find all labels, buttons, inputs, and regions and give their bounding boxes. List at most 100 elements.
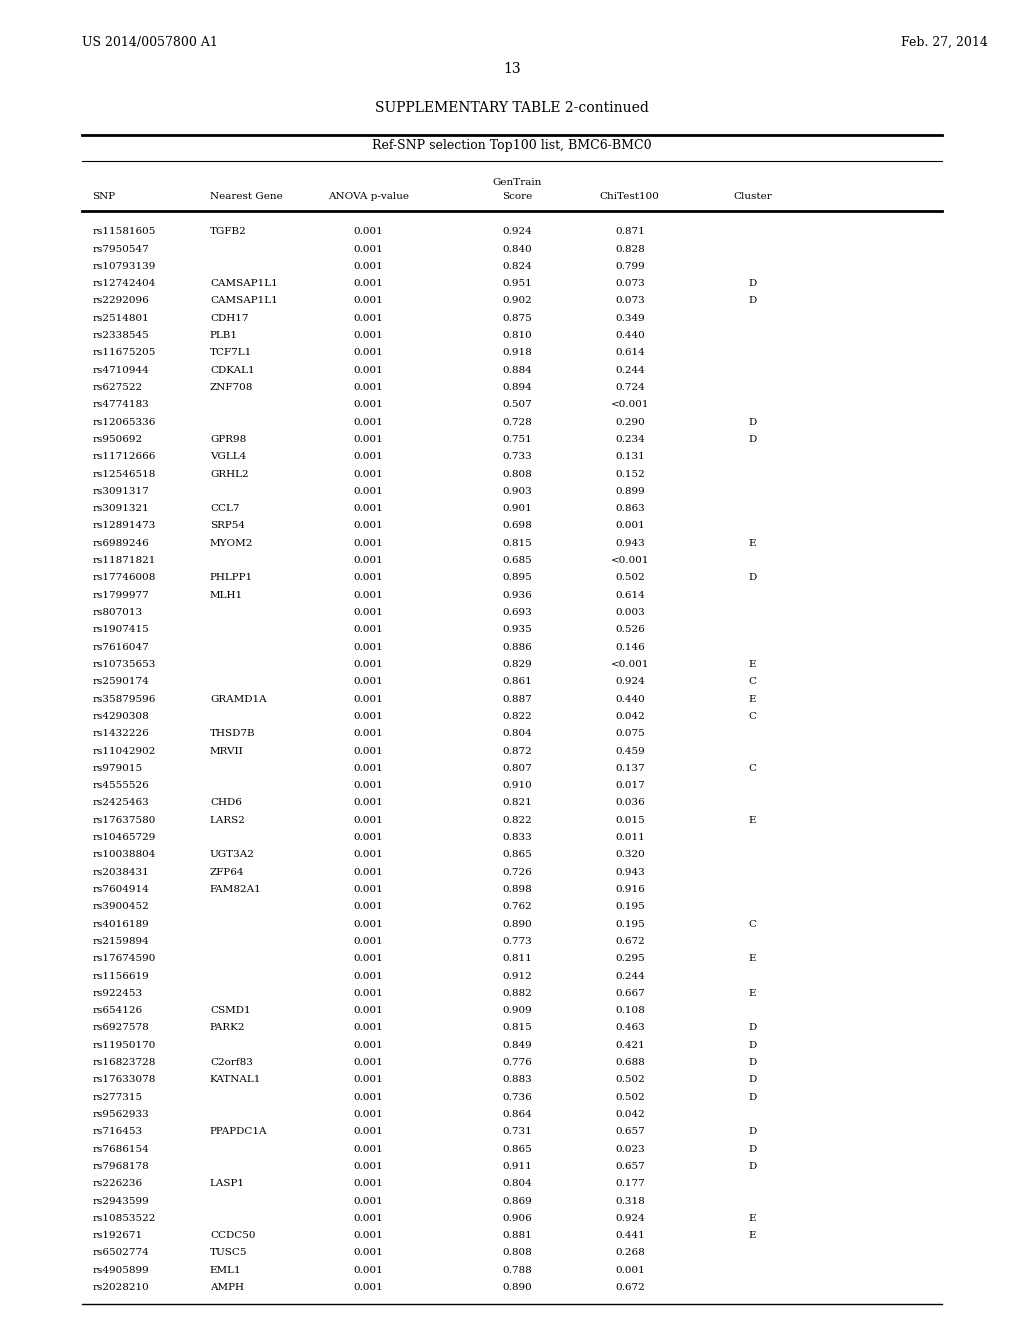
Text: 0.318: 0.318	[614, 1196, 645, 1205]
Text: 0.733: 0.733	[502, 453, 532, 461]
Text: 0.912: 0.912	[502, 972, 532, 981]
Text: 0.001: 0.001	[353, 1283, 384, 1292]
Text: rs3091321: rs3091321	[92, 504, 148, 513]
Text: rs950692: rs950692	[92, 436, 142, 444]
Text: 0.822: 0.822	[502, 711, 532, 721]
Text: 0.001: 0.001	[353, 972, 384, 981]
Text: 0.001: 0.001	[353, 1249, 384, 1258]
Text: 0.903: 0.903	[502, 487, 532, 496]
Text: rs4710944: rs4710944	[92, 366, 148, 375]
Text: 0.001: 0.001	[353, 521, 384, 531]
Text: D: D	[749, 1162, 757, 1171]
Text: 0.001: 0.001	[353, 920, 384, 928]
Text: 0.882: 0.882	[502, 989, 532, 998]
Text: 0.886: 0.886	[502, 643, 532, 652]
Text: 0.001: 0.001	[353, 470, 384, 479]
Text: 0.001: 0.001	[353, 366, 384, 375]
Text: 0.001: 0.001	[353, 711, 384, 721]
Text: 0.001: 0.001	[353, 989, 384, 998]
Text: 0.463: 0.463	[614, 1023, 645, 1032]
Text: 0.001: 0.001	[353, 417, 384, 426]
Text: 0.023: 0.023	[614, 1144, 645, 1154]
Text: rs7686154: rs7686154	[92, 1144, 148, 1154]
Text: 0.001: 0.001	[353, 1179, 384, 1188]
Text: 0.001: 0.001	[353, 609, 384, 616]
Text: rs11675205: rs11675205	[92, 348, 156, 358]
Text: 0.073: 0.073	[614, 297, 645, 305]
Text: 0.001: 0.001	[353, 556, 384, 565]
Text: rs807013: rs807013	[92, 609, 142, 616]
Text: CAMSAP1L1: CAMSAP1L1	[210, 297, 278, 305]
Text: 0.898: 0.898	[502, 884, 532, 894]
Text: 0.909: 0.909	[502, 1006, 532, 1015]
Text: 0.916: 0.916	[614, 884, 645, 894]
Text: 0.195: 0.195	[614, 920, 645, 928]
Text: 0.657: 0.657	[614, 1162, 645, 1171]
Text: 0.901: 0.901	[502, 504, 532, 513]
Text: rs2514801: rs2514801	[92, 314, 148, 323]
Text: CCDC50: CCDC50	[210, 1232, 255, 1241]
Text: 0.001: 0.001	[353, 1162, 384, 1171]
Text: GRHL2: GRHL2	[210, 470, 249, 479]
Text: 0.614: 0.614	[614, 591, 645, 599]
Text: 0.003: 0.003	[614, 609, 645, 616]
Text: D: D	[749, 297, 757, 305]
Text: 0.001: 0.001	[353, 867, 384, 876]
Text: 0.015: 0.015	[614, 816, 645, 825]
Text: 0.808: 0.808	[502, 1249, 532, 1258]
Text: E: E	[749, 989, 757, 998]
Text: 0.001: 0.001	[353, 694, 384, 704]
Text: C: C	[749, 920, 757, 928]
Text: 0.807: 0.807	[502, 764, 532, 772]
Text: PARK2: PARK2	[210, 1023, 246, 1032]
Text: 0.001: 0.001	[353, 833, 384, 842]
Text: D: D	[749, 1023, 757, 1032]
Text: E: E	[749, 954, 757, 964]
Text: 0.736: 0.736	[502, 1093, 532, 1102]
Text: 0.001: 0.001	[353, 937, 384, 946]
Text: rs2425463: rs2425463	[92, 799, 148, 808]
Text: PHLPP1: PHLPP1	[210, 573, 253, 582]
Text: 0.849: 0.849	[502, 1040, 532, 1049]
Text: 0.502: 0.502	[614, 1093, 645, 1102]
Text: 0.001: 0.001	[353, 297, 384, 305]
Text: 0.828: 0.828	[614, 244, 645, 253]
Text: Score: Score	[502, 193, 532, 202]
Text: 0.001: 0.001	[353, 279, 384, 288]
Text: rs11581605: rs11581605	[92, 227, 156, 236]
Text: 0.001: 0.001	[353, 1076, 384, 1084]
Text: rs7950547: rs7950547	[92, 244, 148, 253]
Text: FAM82A1: FAM82A1	[210, 884, 262, 894]
Text: 0.001: 0.001	[353, 660, 384, 669]
Text: GenTrain: GenTrain	[493, 178, 542, 187]
Text: GPR98: GPR98	[210, 436, 246, 444]
Text: rs2338545: rs2338545	[92, 331, 148, 341]
Text: 0.001: 0.001	[353, 799, 384, 808]
Text: AMPH: AMPH	[210, 1283, 244, 1292]
Text: SUPPLEMENTARY TABLE 2-continued: SUPPLEMENTARY TABLE 2-continued	[375, 102, 649, 115]
Text: 0.001: 0.001	[353, 573, 384, 582]
Text: US 2014/0057800 A1: US 2014/0057800 A1	[82, 36, 218, 49]
Text: 0.001: 0.001	[353, 261, 384, 271]
Text: 0.001: 0.001	[353, 643, 384, 652]
Text: rs2028210: rs2028210	[92, 1283, 148, 1292]
Text: 0.890: 0.890	[502, 1283, 532, 1292]
Text: 0.001: 0.001	[353, 1144, 384, 1154]
Text: 0.042: 0.042	[614, 1110, 645, 1119]
Text: C: C	[749, 677, 757, 686]
Text: rs4774183: rs4774183	[92, 400, 148, 409]
Text: MLH1: MLH1	[210, 591, 243, 599]
Text: rs35879596: rs35879596	[92, 694, 156, 704]
Text: C2orf83: C2orf83	[210, 1059, 253, 1067]
Text: 0.822: 0.822	[502, 816, 532, 825]
Text: 0.811: 0.811	[502, 954, 532, 964]
Text: 0.244: 0.244	[614, 972, 645, 981]
Text: 0.821: 0.821	[502, 799, 532, 808]
Text: rs10735653: rs10735653	[92, 660, 156, 669]
Text: rs17633078: rs17633078	[92, 1076, 156, 1084]
Text: PLB1: PLB1	[210, 331, 238, 341]
Text: Ref-SNP selection Top100 list, BMC6-BMC0: Ref-SNP selection Top100 list, BMC6-BMC0	[372, 139, 652, 152]
Text: THSD7B: THSD7B	[210, 729, 256, 738]
Text: 0.865: 0.865	[502, 1144, 532, 1154]
Text: 0.810: 0.810	[502, 331, 532, 341]
